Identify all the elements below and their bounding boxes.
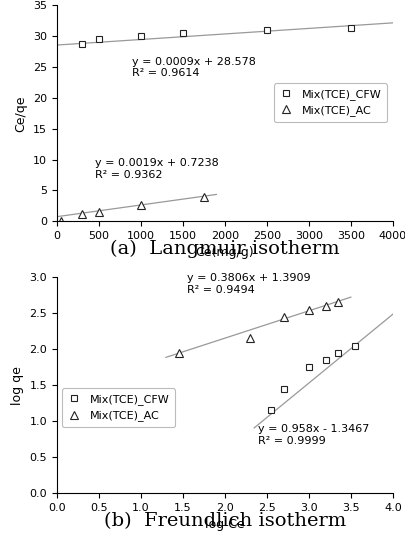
- Y-axis label: Ce/qe: Ce/qe: [14, 95, 27, 132]
- Mix(TCE)_CFW: [269, 407, 273, 414]
- Y-axis label: log qe: log qe: [11, 366, 23, 404]
- Mix(TCE)_CFW: [96, 36, 101, 43]
- X-axis label: log Ce: log Ce: [205, 518, 245, 531]
- Mix(TCE)_AC: [306, 306, 311, 313]
- Line: Mix(TCE)_CFW: Mix(TCE)_CFW: [268, 342, 358, 414]
- Text: y = 0.958x - 1.3467
R² = 0.9999: y = 0.958x - 1.3467 R² = 0.9999: [258, 425, 370, 446]
- X-axis label: Ce(mg/g): Ce(mg/g): [196, 247, 254, 259]
- Legend: Mix(TCE)_CFW, Mix(TCE)_AC: Mix(TCE)_CFW, Mix(TCE)_AC: [62, 389, 175, 427]
- Mix(TCE)_CFW: [323, 357, 328, 363]
- Mix(TCE)_CFW: [139, 33, 143, 39]
- Mix(TCE)_AC: [247, 335, 252, 341]
- Mix(TCE)_CFW: [180, 30, 185, 37]
- Mix(TCE)_CFW: [353, 342, 358, 349]
- Mix(TCE)_CFW: [306, 364, 311, 370]
- Mix(TCE)_AC: [139, 201, 143, 208]
- Legend: Mix(TCE)_CFW, Mix(TCE)_AC: Mix(TCE)_CFW, Mix(TCE)_AC: [274, 83, 387, 122]
- Mix(TCE)_AC: [281, 313, 286, 320]
- Mix(TCE)_AC: [79, 210, 84, 217]
- Mix(TCE)_AC: [96, 209, 101, 215]
- Mix(TCE)_CFW: [79, 41, 84, 47]
- Line: Mix(TCE)_CFW: Mix(TCE)_CFW: [79, 25, 354, 47]
- Text: y = 0.3806x + 1.3909
R² = 0.9494: y = 0.3806x + 1.3909 R² = 0.9494: [187, 273, 311, 295]
- Mix(TCE)_CFW: [348, 25, 353, 32]
- Text: (a)  Langmuir isotherm: (a) Langmuir isotherm: [110, 240, 339, 258]
- Line: Mix(TCE)_AC: Mix(TCE)_AC: [175, 298, 342, 357]
- Mix(TCE)_AC: [201, 193, 206, 200]
- Text: y = 0.0009x + 28.578
R² = 0.9614: y = 0.0009x + 28.578 R² = 0.9614: [132, 57, 256, 78]
- Mix(TCE)_CFW: [264, 27, 269, 33]
- Mix(TCE)_AC: [58, 217, 63, 224]
- Mix(TCE)_CFW: [336, 350, 341, 356]
- Line: Mix(TCE)_AC: Mix(TCE)_AC: [57, 192, 208, 225]
- Mix(TCE)_CFW: [281, 385, 286, 392]
- Mix(TCE)_AC: [176, 350, 181, 356]
- Mix(TCE)_AC: [323, 302, 328, 309]
- Text: y = 0.0019x + 0.7238
R² = 0.9362: y = 0.0019x + 0.7238 R² = 0.9362: [94, 158, 218, 180]
- Text: (b)  Freundlich isotherm: (b) Freundlich isotherm: [104, 512, 346, 530]
- Mix(TCE)_AC: [336, 299, 341, 306]
